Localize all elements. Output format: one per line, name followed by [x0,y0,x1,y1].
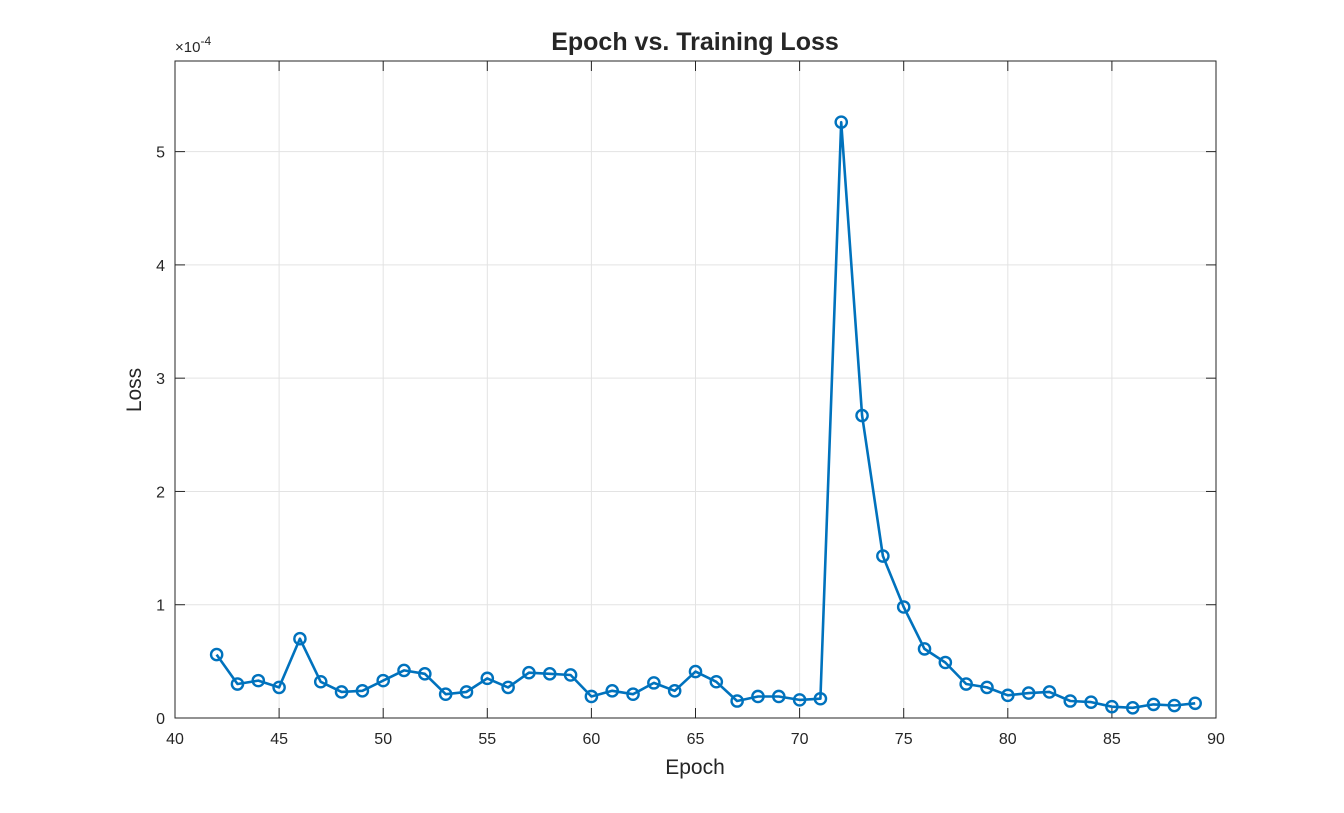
x-tick-label: 45 [270,731,288,748]
y-exponent-power: -4 [200,34,211,48]
y-tick-label: 0 [156,711,165,728]
loss-data-point [896,600,911,614]
loss-data-point [626,687,640,702]
x-tick-label: 40 [166,731,184,748]
loss-data-point [542,667,557,681]
x-tick-label: 70 [791,731,809,748]
loss-data-point [1021,686,1036,700]
loss-data-point [980,680,994,695]
loss-data-point [751,689,765,704]
loss-data-point [688,664,703,679]
loss-data-point [730,694,744,708]
loss-data-point [709,674,724,689]
loss-data-point [1063,694,1078,708]
loss-data-point [230,677,245,691]
loss-data-point [397,663,411,678]
y-axis-label: Loss [123,368,146,412]
loss-data-point [522,665,536,680]
x-tick-label: 75 [895,731,913,748]
axis-ticks [174,61,1217,719]
loss-data-point [438,687,453,702]
loss-data-point [855,408,869,423]
loss-data-point [959,677,973,691]
loss-series-line [215,120,1196,710]
y-tick-label: 5 [156,145,165,162]
loss-data-point [1167,698,1182,713]
x-tick-label: 80 [999,731,1017,748]
x-tick-label: 50 [374,731,392,748]
loss-data-point [209,647,224,662]
loss-data-point [313,674,328,689]
loss-data-point [1042,685,1057,699]
loss-data-point [667,684,682,698]
y-tick-label: 2 [156,484,165,501]
x-tick-label: 65 [687,731,705,748]
loss-data-point [584,689,599,704]
loss-data-point [1125,701,1140,715]
loss-data-point [418,667,432,681]
y-tick-label: 4 [156,258,165,275]
y-exponent-base: ×10 [175,39,200,56]
loss-data-point [876,549,890,563]
loss-data-point [334,685,349,699]
loss-data-point [647,676,661,690]
y-tick-label: 1 [156,598,165,615]
loss-data-point [1001,688,1015,703]
loss-data-point [938,655,953,670]
loss-data-point [1146,697,1161,712]
loss-data-point [293,631,307,646]
x-tick-label: 55 [478,731,496,748]
loss-data-point [501,680,515,695]
x-tick-label: 85 [1103,731,1121,748]
y-exponent-label: ×10-4 [175,34,211,56]
loss-data-point [251,673,266,688]
loss-data-point [480,671,495,686]
x-tick-label: 60 [583,731,601,748]
loss-data-point [834,115,849,129]
loss-data-point [376,673,391,688]
y-tick-labels: 0 1 2 3 4 5 [156,145,165,728]
loss-data-point [563,668,578,682]
loss-data-point [771,689,786,704]
loss-data-point [1084,695,1098,709]
loss-data-point [272,680,286,695]
x-tick-labels: 40 45 50 55 60 65 70 75 80 85 90 [166,731,1225,748]
loss-data-point [1105,699,1119,714]
loss-data-point [1188,696,1202,711]
grid [175,61,1216,718]
loss-data-point [792,693,807,707]
loss-data-point [917,642,932,656]
chart-title: Epoch vs. Training Loss [551,28,839,56]
y-tick-label: 3 [156,371,165,388]
loss-data-point [605,684,620,698]
x-tick-label: 90 [1207,731,1225,748]
loss-data-point [355,684,370,698]
series-group [209,115,1202,715]
loss-data-point [813,691,828,706]
x-axis-label: Epoch [665,756,725,779]
loss-data-point [459,685,474,699]
